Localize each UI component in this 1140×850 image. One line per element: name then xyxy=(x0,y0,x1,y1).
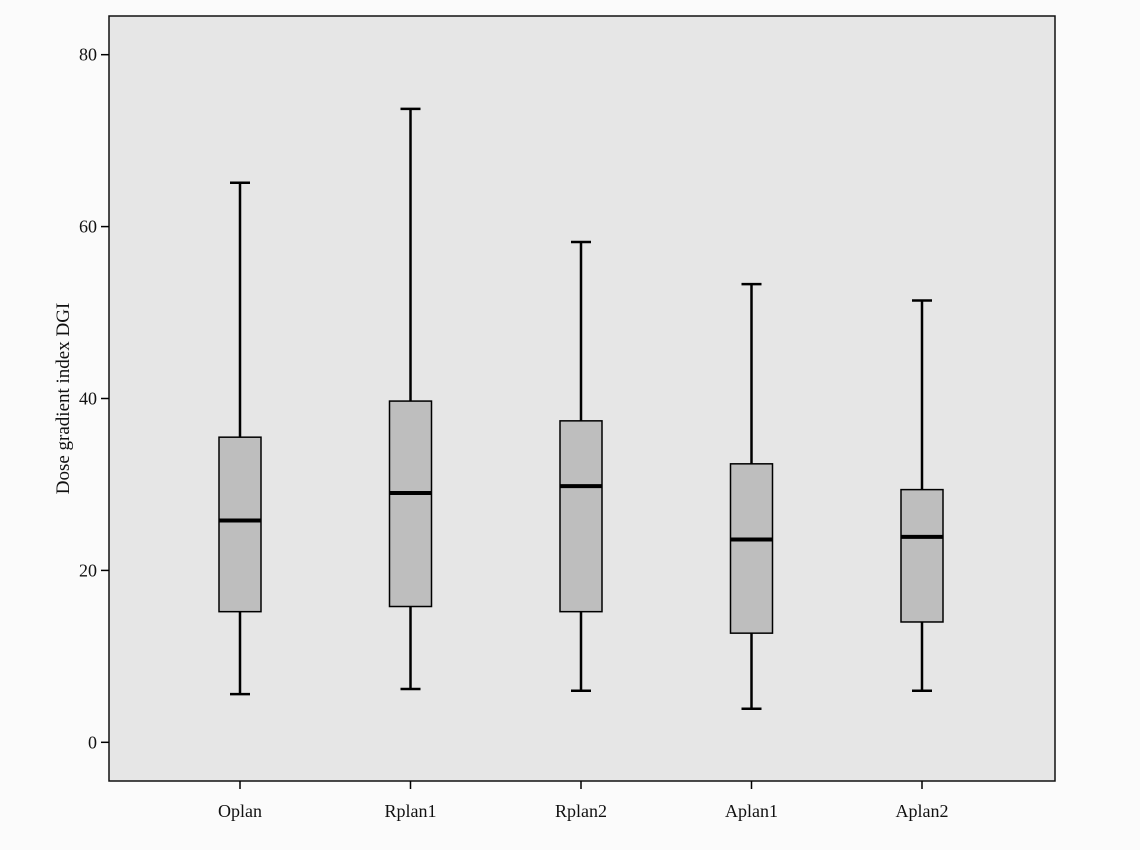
x-axis: Oplan Rplan1 Rplan2 Aplan1 Aplan2 xyxy=(218,781,949,821)
x-tick-label-rplan1: Rplan1 xyxy=(385,801,437,821)
x-tick-label-oplan: Oplan xyxy=(218,801,262,821)
box-series xyxy=(218,107,944,711)
y-tick-label: 20 xyxy=(79,560,97,580)
y-tick-label: 40 xyxy=(79,389,97,409)
iqr-box xyxy=(729,463,774,634)
y-tick-label: 60 xyxy=(79,217,97,237)
x-tick-label-aplan2: Aplan2 xyxy=(896,801,949,821)
y-tick-label: 80 xyxy=(79,45,97,65)
iqr-box xyxy=(388,400,433,608)
iqr-box xyxy=(559,420,603,613)
y-tick-label: 0 xyxy=(88,732,97,752)
y-axis: 0 20 40 60 80 xyxy=(79,45,109,752)
y-axis-title: Dose gradient index DGI xyxy=(53,303,74,495)
iqr-box xyxy=(900,488,944,623)
box-rplan1 xyxy=(388,107,433,691)
x-tick-label-rplan2: Rplan2 xyxy=(555,801,607,821)
box-rplan2 xyxy=(559,240,603,692)
box-aplan1 xyxy=(729,282,774,711)
box-aplan2 xyxy=(900,299,944,692)
x-tick-label-aplan1: Aplan1 xyxy=(725,801,778,821)
iqr-box xyxy=(218,436,262,613)
box-oplan xyxy=(218,181,262,696)
